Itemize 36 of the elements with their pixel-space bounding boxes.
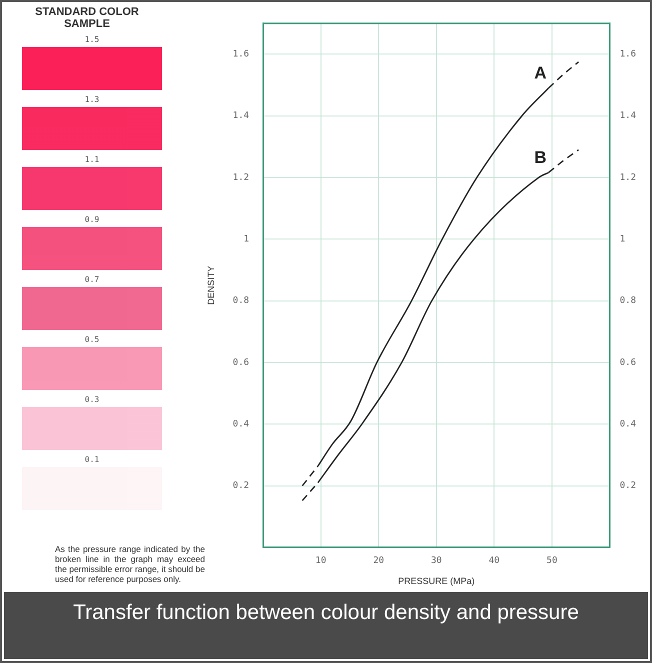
- y-tick-label: 0.8: [232, 296, 250, 306]
- data-label: 0.3: [84, 394, 100, 405]
- y-axis-title: DENSITY: [206, 266, 216, 305]
- x-tick-label: 40: [488, 556, 500, 566]
- y2-tick-label: 0.8: [620, 296, 636, 306]
- y-tick-label: 1: [244, 234, 250, 245]
- y-tick-label: 1.6: [232, 50, 250, 60]
- y-tick-label: 1.2: [232, 172, 250, 183]
- y-tick-label: 0.2: [232, 481, 250, 492]
- data-label: 1.1: [84, 154, 100, 165]
- text: Transfer function between colour density and pressure: [4, 592, 648, 659]
- chart-title: STANDARD COLOR SAMPLE: [34, 6, 140, 30]
- text: As the pressure range indicated by the broken line in the graph may exceed the permissible error range, it should be used for reference purposes only.: [55, 544, 205, 584]
- data-label: 0.9: [84, 214, 100, 225]
- x-tick-label: 20: [373, 556, 384, 566]
- x-axis-title: PRESSURE (MPa): [398, 576, 475, 586]
- series-label: B: [534, 148, 546, 167]
- y2-tick-label: 0.2: [620, 481, 636, 492]
- y2-tick-label: 1: [620, 234, 626, 245]
- y2-tick-label: 1.4: [620, 111, 636, 122]
- y2-tick-label: 1.2: [620, 172, 636, 183]
- series-label: A: [534, 63, 546, 82]
- data-label: 1.3: [84, 94, 100, 105]
- y2-tick-label: 1.6: [620, 50, 636, 60]
- y-tick-label: 1.4: [232, 111, 250, 122]
- y2-tick-label: 0.4: [620, 419, 636, 430]
- y2-tick-label: 0.6: [620, 358, 636, 368]
- x-tick-label: 10: [315, 556, 326, 566]
- y-tick-label: 0.4: [232, 419, 250, 430]
- data-label: 1.5: [84, 34, 100, 45]
- data-label: 0.7: [84, 274, 100, 285]
- x-tick-label: 30: [430, 556, 442, 566]
- data-label: 0.1: [84, 454, 100, 465]
- data-label: 0.5: [84, 334, 100, 345]
- x-tick-label: 50: [546, 556, 558, 566]
- y-tick-label: 0.6: [232, 358, 250, 368]
